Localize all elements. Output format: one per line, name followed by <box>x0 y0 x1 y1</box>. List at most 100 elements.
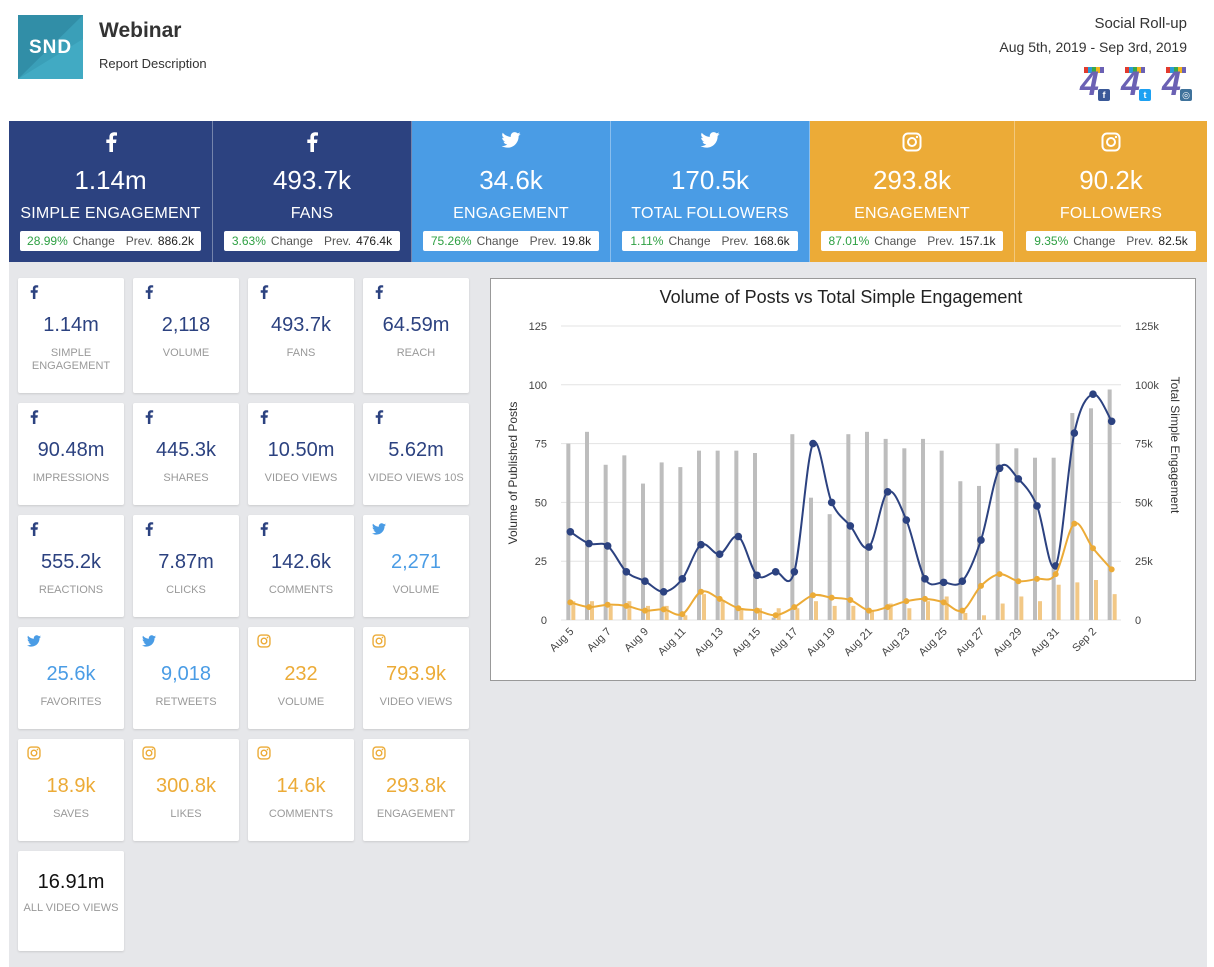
bar <box>902 448 907 620</box>
data-point <box>734 532 743 541</box>
y-tick-label: 75 <box>535 439 547 451</box>
change-percent: 75.26% <box>430 234 472 248</box>
bar <box>1033 457 1037 620</box>
summary-tile: 1.14m SIMPLE ENGAGEMENT 28.99% Change Prev. 8… <box>9 121 213 262</box>
bar <box>814 601 818 620</box>
bar <box>646 605 650 620</box>
summary-tile: 34.6k ENGAGEMENT 75.26% Change Prev. 19.8k <box>412 121 611 262</box>
change-label: Change <box>270 234 313 248</box>
summary-label: FANS <box>290 205 334 222</box>
prev-value: 476.4k <box>356 234 393 248</box>
bar <box>963 612 968 620</box>
y2-tick-label: 50k <box>1135 497 1153 509</box>
bar <box>1075 582 1080 620</box>
bar <box>1089 408 1093 620</box>
kpi-value: 90.48m <box>37 439 105 461</box>
kpi-label: SHARES <box>163 472 209 484</box>
change-box: 75.26% Change Prev. 19.8k <box>423 231 599 251</box>
x-tick-label: Aug 29 <box>991 626 1024 659</box>
kpi-value: 18.9k <box>46 775 96 797</box>
data-point <box>846 522 855 530</box>
kpi-value: 2,118 <box>161 314 211 336</box>
bar <box>851 605 856 620</box>
kpi-label: CLICKS <box>166 584 206 596</box>
kpi-value: 25.6k <box>46 663 96 685</box>
data-point <box>1033 502 1041 510</box>
kpi-card: 18.9k SAVES <box>18 739 124 841</box>
summary-tile: 170.5k TOTAL FOLLOWERS 1.11% Change Prev. 168… <box>611 121 810 262</box>
x-tick-label: Aug 31 <box>1029 626 1062 659</box>
kpi-card: 64.59m REACH <box>363 278 469 393</box>
data-point <box>809 439 817 448</box>
change-label: Change <box>72 234 115 248</box>
twitter-icon <box>372 522 386 538</box>
data-point <box>1034 575 1040 582</box>
series-line <box>570 522 1113 617</box>
summary-band: 1.14m SIMPLE ENGAGEMENT 28.99% Change Prev. 8… <box>9 121 1207 262</box>
bar <box>870 610 874 620</box>
data-point <box>698 588 704 595</box>
kpi-value: 7.87m <box>158 551 214 573</box>
bar <box>603 464 608 620</box>
change-box: 9.35% Change Prev. 82.5k <box>1026 231 1196 251</box>
instagram-icon <box>372 746 386 762</box>
data-point <box>771 567 780 576</box>
x-tick-label: Aug 17 <box>767 626 800 659</box>
data-point <box>978 582 984 589</box>
data-point <box>884 604 891 611</box>
facebook-icon <box>142 522 156 538</box>
kpi-label: IMPRESSIONS <box>32 472 110 484</box>
data-point <box>996 571 1003 578</box>
bar <box>1056 584 1061 620</box>
data-point <box>1090 545 1096 552</box>
data-point <box>586 604 592 611</box>
kpi-label: ENGAGEMENT <box>376 808 456 820</box>
data-point <box>622 567 631 576</box>
kpi-value: 293.8k <box>385 775 447 797</box>
data-point <box>567 599 574 606</box>
bar <box>683 615 688 620</box>
prev-value: 168.6k <box>753 234 790 248</box>
kpi-value: 10.50m <box>267 439 335 461</box>
kpi-label: FANS <box>286 347 316 359</box>
prev-value: 19.8k <box>561 234 592 248</box>
kpi-card: 9,018 RETWEETS <box>133 627 239 729</box>
kpi-label: REACTIONS <box>38 584 104 596</box>
bar <box>944 596 949 620</box>
kpi-value: 793.9k <box>385 663 447 685</box>
facebook-icon <box>27 410 41 426</box>
data-point <box>641 577 649 585</box>
kpi-card: 445.3k SHARES <box>133 403 239 505</box>
kpi-card: 232 VOLUME <box>248 627 354 729</box>
x-tick-label: Aug 5 <box>548 626 577 655</box>
facebook-icon <box>257 285 271 301</box>
change-box: 1.11% Change Prev. 168.6k <box>622 231 798 251</box>
summary-value: 170.5k <box>670 165 750 195</box>
kpi-value: 1.14m <box>43 314 99 336</box>
x-tick-label: Aug 7 <box>585 626 614 655</box>
instagram-icon <box>27 746 41 762</box>
summary-label: ENGAGEMENT <box>453 205 569 222</box>
kpi-value: 232 <box>284 663 318 685</box>
data-point <box>754 607 760 614</box>
change-label: Change <box>476 234 519 248</box>
data-point <box>810 592 816 599</box>
prev-label: Prev. <box>529 234 557 248</box>
data-point <box>603 542 612 550</box>
y-axis-label: Volume of Published Posts <box>506 402 520 545</box>
summary-tile: 293.8k ENGAGEMENT 87.01% Change Prev. 157.1k <box>810 121 1015 262</box>
bar <box>907 608 912 620</box>
kpi-card: 300.8k LIKES <box>133 739 239 841</box>
kpi-value: 14.6k <box>276 775 326 797</box>
change-percent: 28.99% <box>27 234 68 248</box>
kpi-label: RETWEETS <box>155 696 217 708</box>
facebook-icon: f <box>1098 89 1110 101</box>
bar <box>982 615 986 620</box>
y2-tick-label: 25k <box>1135 556 1153 568</box>
x-tick-label: Aug 19 <box>805 626 838 659</box>
facebook-icon <box>257 522 271 538</box>
instagram-icon <box>810 132 1014 156</box>
instagram-channel-logo: 4 ◎ <box>1162 67 1192 101</box>
change-percent: 1.11% <box>630 234 664 248</box>
report-description: Report Description <box>99 56 207 71</box>
